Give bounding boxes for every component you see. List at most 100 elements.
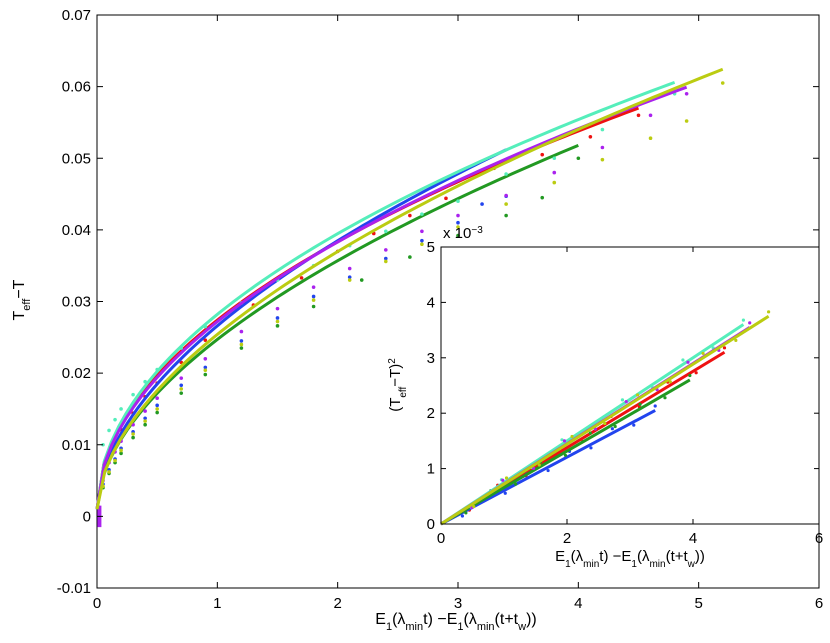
main-x-tick-label: 0 [93,595,101,612]
main-y-tick-label: -0.01 [57,580,91,597]
main-series-point-3 [143,379,147,384]
main-ticks-group: 0 1 2 3 4 5 6-0.0100.010.020.030.040.050.060.0… [57,7,823,612]
main-series-point-4 [384,248,388,252]
inset-y-tick-label: 4 [427,294,435,311]
inset-series-point-2 [613,424,617,429]
main-series-point-5 [456,225,460,229]
main-y-tick-label: 0 [83,508,91,525]
main-series-point-3 [113,417,117,422]
main-series-point-3 [131,392,135,397]
main-series-group [95,67,725,528]
main-series-point-3 [552,156,557,161]
main-series-point-5 [107,470,111,474]
inset-ticks-group: 0 2 4 6 0 1 2 3 4 5 [427,239,824,547]
main-series-point-5 [119,448,123,453]
inset-series-point-5 [767,310,771,314]
main-series-point-2 [155,410,159,415]
main-y-tick-label: 0.04 [62,222,91,239]
main-series-point-3 [600,127,605,132]
main-series-point-5 [684,119,689,123]
main-series-point-1 [179,383,184,388]
main-series-point-4 [143,409,147,413]
main-series-point-5 [311,298,316,302]
main-x-tick-label: 2 [333,595,341,612]
main-series-point-5 [720,81,725,85]
main-series-point-3 [107,428,111,433]
main-series-point-2 [408,255,412,259]
inset-x-tick-label: 0 [437,530,445,547]
inset-series-line-2 [440,378,691,526]
main-series-point-2 [456,233,460,238]
main-series-point-2 [540,195,545,200]
main-series-point-4 [456,213,460,218]
main-series-point-4 [420,229,424,234]
main-series-point-2 [203,372,208,377]
inset-series-line-5 [440,314,770,526]
main-series-point-4 [600,145,605,150]
main-series-point-1 [384,256,388,261]
main-series-point-4 [203,357,208,361]
inset-series-point-4 [748,321,752,325]
main-series-point-5 [131,432,135,436]
main-series-point-4 [504,193,508,198]
main-series-point-5 [179,387,184,391]
inset-x-tick-label: 4 [689,530,697,547]
main-y-axis-label: Teff−T [11,279,33,320]
main-y-tick-label: 0.02 [62,365,91,382]
main-series-point-4 [179,376,184,380]
main-series-point-2 [143,422,147,427]
main-series-point-1 [420,238,424,243]
main-series-point-3 [504,172,508,176]
inset-plot-frame [440,246,820,525]
main-y-tick-label: 0.03 [62,294,91,311]
main-y-tick-label: 0.06 [62,79,91,96]
main-series-point-5 [203,368,208,373]
inset-series-point-4 [624,399,628,404]
main-series-point-4 [311,285,316,289]
main-series-point-5 [239,342,244,347]
inset-series-point-2 [563,453,568,457]
inset-series-point-3 [681,358,685,362]
inset-y-tick-label: 1 [427,461,435,478]
main-series-point-5 [347,278,352,282]
main-series-point-5 [143,419,147,423]
main-series-point-0 [408,213,412,218]
main-series-point-3 [101,442,105,447]
inset-y-axis-label: (Teff−T)2 [387,358,409,412]
main-series-point-2 [311,304,316,309]
main-series-point-4 [155,396,159,400]
main-series-point-1 [203,365,208,370]
inset-series-point-5 [570,434,574,439]
inset-series-point-1 [632,423,636,427]
main-y-tick-label: 0.05 [62,150,91,167]
main-series-point-1 [155,403,159,408]
main-series-point-1 [347,275,352,279]
inset-series-point-1 [653,404,657,408]
inset-series-point-5 [668,380,672,384]
inset-series-point-5 [701,351,705,355]
main-series-point-5 [504,202,508,206]
main-series-point-0 [444,196,448,201]
inset-series-point-2 [464,511,468,515]
main-series-point-1 [456,220,460,225]
inset-series-point-5 [537,463,541,467]
main-series-point-0 [540,152,545,157]
main-series-point-2 [576,156,581,161]
main-series-point-2 [504,213,508,218]
main-series-point-5 [420,242,424,246]
inset-series-point-1 [503,491,507,495]
main-series-point-1 [480,202,484,206]
inset-series-point-1 [460,514,465,518]
main-series-point-4 [684,91,689,96]
inset-series-point-5 [504,476,509,480]
main-series-line-2 [95,143,579,510]
main-series-point-5 [101,484,105,489]
main-series-point-4 [275,306,280,311]
main-series-point-3 [179,346,184,350]
main-series-point-4 [552,170,557,175]
main-y-tick-label: 0.07 [62,7,91,24]
inset-series-point-5 [635,393,640,397]
main-series-point-0 [636,113,641,118]
main-series-point-0 [299,276,304,280]
main-y-tick-label: 0.01 [62,437,91,454]
